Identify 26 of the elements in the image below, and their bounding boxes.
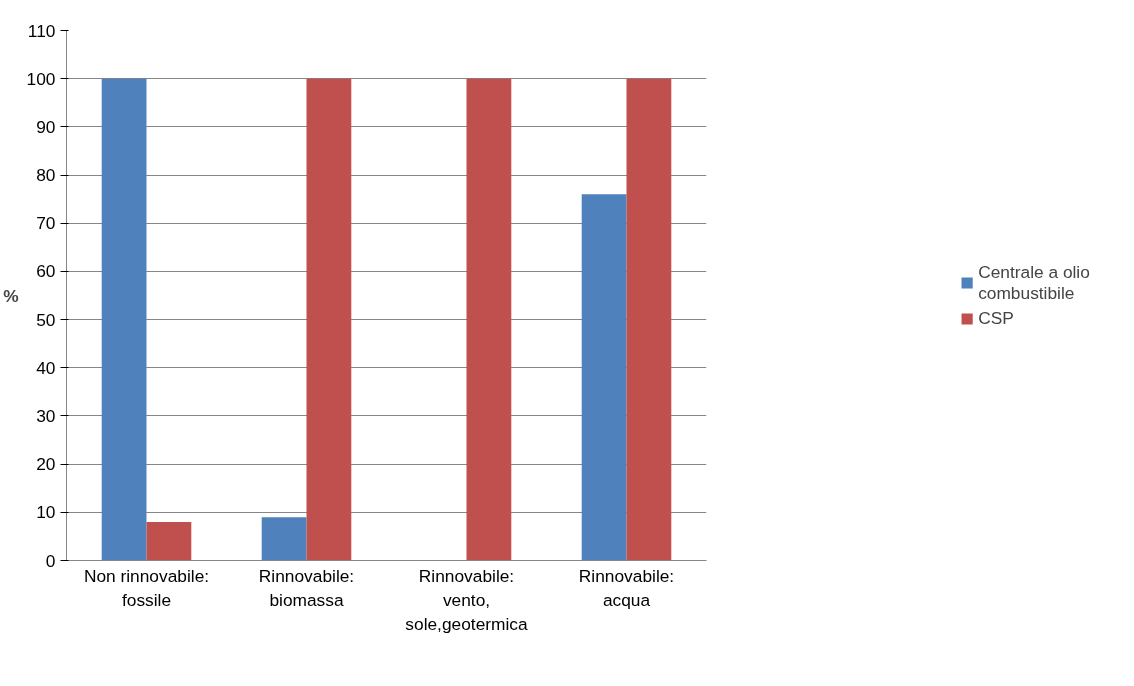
bar [306, 78, 352, 561]
y-tick-label: 20 [36, 454, 56, 475]
bar [261, 517, 307, 561]
y-tick-label: 70 [36, 213, 56, 234]
x-tick-label: Rinnovabile: biomassa [258, 565, 355, 610]
y-tick-label: 50 [36, 309, 56, 330]
y-tick-label: 90 [36, 116, 56, 137]
legend-label: Centrale a olio combustibile [978, 261, 1090, 304]
y-tick-label: 100 [26, 68, 56, 89]
y-tick-label: 10 [36, 502, 56, 523]
y-tick-label: 0 [45, 550, 56, 571]
x-tick-label: Rinnovabile: vento, sole,geotermica [405, 565, 529, 634]
bar [581, 194, 627, 561]
y-tick-label: 60 [36, 261, 56, 282]
bar [626, 78, 672, 561]
x-tick-label: Rinnovabile: acqua [578, 565, 675, 610]
bar [466, 78, 512, 561]
x-tick-label: Non rinnovabile: fossile [83, 565, 210, 610]
y-tick-label: 40 [36, 357, 56, 378]
bar [146, 521, 192, 561]
y-axis-title: % [3, 285, 19, 306]
bar [101, 78, 147, 561]
y-tick-label: 110 [27, 20, 56, 41]
y-tick-label: 30 [36, 405, 56, 426]
y-tick-label: 80 [36, 165, 56, 186]
legend-label: CSP [978, 307, 1014, 329]
